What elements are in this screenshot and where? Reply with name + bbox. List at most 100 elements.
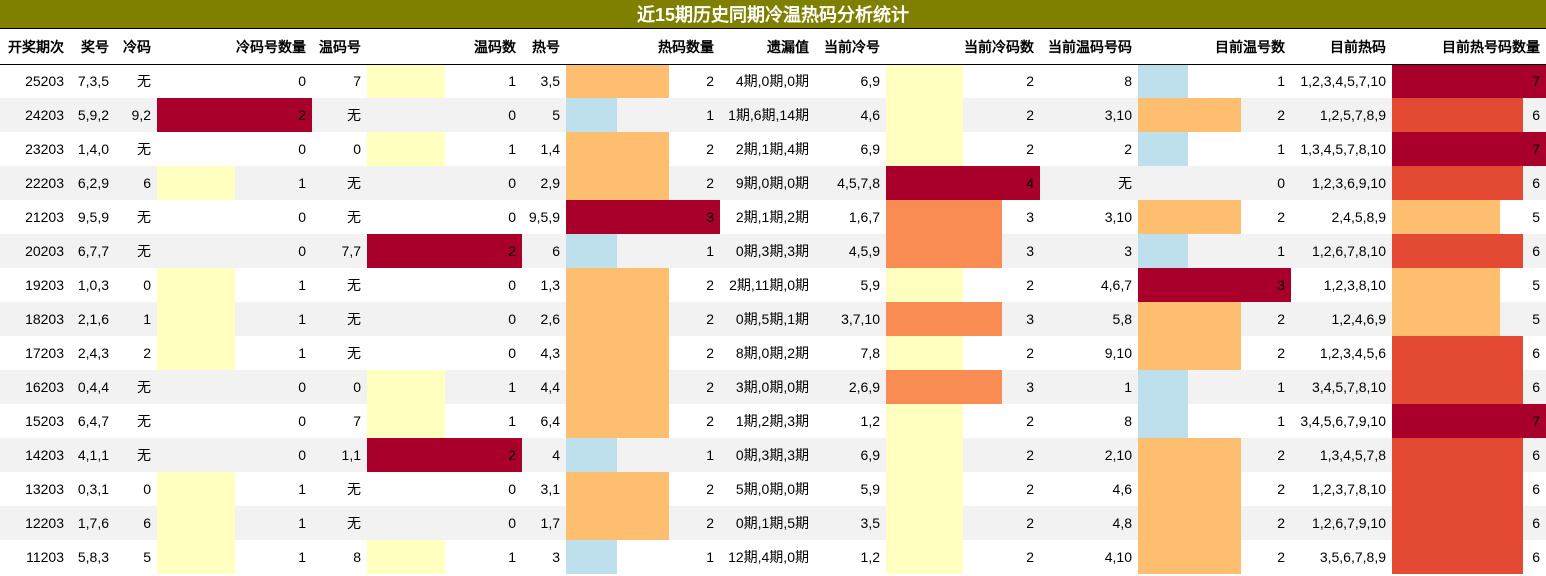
cur-warm-count-cell[interactable]: 2 bbox=[1138, 302, 1291, 336]
warm-count-cell[interactable]: 2 bbox=[367, 234, 522, 268]
missing-cell[interactable]: 1期,2期,3期 bbox=[720, 404, 815, 438]
cur-cold-cell[interactable]: 7,8 bbox=[815, 336, 886, 370]
prize-cell[interactable]: 9,5,9 bbox=[70, 200, 115, 234]
header-warm-count[interactable]: 温码数 bbox=[367, 30, 522, 65]
hot-count-cell[interactable]: 2 bbox=[566, 472, 720, 506]
cold-cell[interactable]: 6 bbox=[115, 166, 157, 200]
cold-count-cell[interactable]: 0 bbox=[157, 404, 312, 438]
warm-cell[interactable]: 无 bbox=[312, 336, 367, 370]
cold-cell[interactable]: 0 bbox=[115, 472, 157, 506]
hot-cell[interactable]: 6,4 bbox=[522, 404, 566, 438]
header-cur-hot[interactable]: 目前热码 bbox=[1291, 30, 1392, 65]
cur-hot-cell[interactable]: 1,3,4,5,7,8 bbox=[1291, 438, 1392, 472]
warm-cell[interactable]: 无 bbox=[312, 200, 367, 234]
cold-count-cell[interactable]: 0 bbox=[157, 438, 312, 472]
cur-warm-cell[interactable]: 4,6 bbox=[1040, 472, 1138, 506]
warm-count-cell[interactable]: 1 bbox=[367, 64, 522, 98]
cur-warm-cell[interactable]: 无 bbox=[1040, 166, 1138, 200]
warm-cell[interactable]: 无 bbox=[312, 268, 367, 302]
prize-cell[interactable]: 2,4,3 bbox=[70, 336, 115, 370]
cold-count-cell[interactable]: 1 bbox=[157, 540, 312, 574]
warm-cell[interactable]: 无 bbox=[312, 506, 367, 540]
cur-warm-cell[interactable]: 8 bbox=[1040, 64, 1138, 98]
cur-hot-cell[interactable]: 1,2,3,4,5,6 bbox=[1291, 336, 1392, 370]
period-cell[interactable]: 23203 bbox=[0, 132, 70, 166]
header-hot[interactable]: 热号 bbox=[522, 30, 566, 65]
cur-cold-cell[interactable]: 5,9 bbox=[815, 268, 886, 302]
hot-cell[interactable]: 2,6 bbox=[522, 302, 566, 336]
cur-hot-cell[interactable]: 1,2,3,7,8,10 bbox=[1291, 472, 1392, 506]
missing-cell[interactable]: 1期,6期,14期 bbox=[720, 98, 815, 132]
cold-count-cell[interactable]: 0 bbox=[157, 64, 312, 98]
cold-count-cell[interactable]: 0 bbox=[157, 200, 312, 234]
missing-cell[interactable]: 4期,0期,0期 bbox=[720, 64, 815, 98]
cur-warm-cell[interactable]: 1 bbox=[1040, 370, 1138, 404]
warm-cell[interactable]: 无 bbox=[312, 166, 367, 200]
cold-count-cell[interactable]: 1 bbox=[157, 302, 312, 336]
cur-cold-cell[interactable]: 5,9 bbox=[815, 472, 886, 506]
warm-count-cell[interactable]: 1 bbox=[367, 132, 522, 166]
cur-hot-count-cell[interactable]: 7 bbox=[1392, 64, 1546, 98]
header-cur-hot-count[interactable]: 目前热号码数量 bbox=[1392, 30, 1546, 65]
cur-cold-count-cell[interactable]: 3 bbox=[886, 370, 1040, 404]
warm-cell[interactable]: 7 bbox=[312, 64, 367, 98]
cur-hot-count-cell[interactable]: 6 bbox=[1392, 370, 1546, 404]
cur-cold-cell[interactable]: 4,5,7,8 bbox=[815, 166, 886, 200]
cold-cell[interactable]: 无 bbox=[115, 234, 157, 268]
warm-cell[interactable]: 0 bbox=[312, 370, 367, 404]
cur-warm-cell[interactable]: 3,10 bbox=[1040, 98, 1138, 132]
missing-cell[interactable]: 2期,1期,4期 bbox=[720, 132, 815, 166]
warm-count-cell[interactable]: 0 bbox=[367, 506, 522, 540]
cur-hot-cell[interactable]: 3,4,5,6,7,9,10 bbox=[1291, 404, 1392, 438]
hot-count-cell[interactable]: 2 bbox=[566, 132, 720, 166]
cur-warm-cell[interactable]: 4,6,7 bbox=[1040, 268, 1138, 302]
prize-cell[interactable]: 0,3,1 bbox=[70, 472, 115, 506]
period-cell[interactable]: 11203 bbox=[0, 540, 70, 574]
cur-cold-cell[interactable]: 6,9 bbox=[815, 64, 886, 98]
cold-count-cell[interactable]: 0 bbox=[157, 234, 312, 268]
cold-cell[interactable]: 无 bbox=[115, 132, 157, 166]
prize-cell[interactable]: 7,3,5 bbox=[70, 64, 115, 98]
period-cell[interactable]: 22203 bbox=[0, 166, 70, 200]
cold-count-cell[interactable]: 2 bbox=[157, 98, 312, 132]
hot-cell[interactable]: 4,4 bbox=[522, 370, 566, 404]
cur-cold-count-cell[interactable]: 2 bbox=[886, 506, 1040, 540]
hot-count-cell[interactable]: 2 bbox=[566, 166, 720, 200]
cur-hot-count-cell[interactable]: 6 bbox=[1392, 336, 1546, 370]
cur-warm-count-cell[interactable]: 2 bbox=[1138, 506, 1291, 540]
warm-count-cell[interactable]: 0 bbox=[367, 200, 522, 234]
cur-warm-count-cell[interactable]: 2 bbox=[1138, 438, 1291, 472]
cur-cold-count-cell[interactable]: 2 bbox=[886, 472, 1040, 506]
hot-cell[interactable]: 5 bbox=[522, 98, 566, 132]
cur-hot-count-cell[interactable]: 7 bbox=[1392, 404, 1546, 438]
cur-warm-cell[interactable]: 3,10 bbox=[1040, 200, 1138, 234]
cur-cold-count-cell[interactable]: 2 bbox=[886, 132, 1040, 166]
prize-cell[interactable]: 1,0,3 bbox=[70, 268, 115, 302]
prize-cell[interactable]: 4,1,1 bbox=[70, 438, 115, 472]
hot-cell[interactable]: 4 bbox=[522, 438, 566, 472]
hot-cell[interactable]: 1,4 bbox=[522, 132, 566, 166]
warm-count-cell[interactable]: 0 bbox=[367, 302, 522, 336]
cur-hot-count-cell[interactable]: 7 bbox=[1392, 132, 1546, 166]
cold-cell[interactable]: 0 bbox=[115, 268, 157, 302]
cur-cold-cell[interactable]: 6,9 bbox=[815, 132, 886, 166]
header-missing[interactable]: 遗漏值 bbox=[720, 30, 815, 65]
header-cold-count[interactable]: 冷码号数量 bbox=[157, 30, 312, 65]
hot-cell[interactable]: 3 bbox=[522, 540, 566, 574]
cold-count-cell[interactable]: 1 bbox=[157, 166, 312, 200]
cur-warm-count-cell[interactable]: 2 bbox=[1138, 200, 1291, 234]
missing-cell[interactable]: 0期,1期,5期 bbox=[720, 506, 815, 540]
cur-cold-cell[interactable]: 1,6,7 bbox=[815, 200, 886, 234]
warm-cell[interactable]: 无 bbox=[312, 98, 367, 132]
header-hot-count[interactable]: 热码数量 bbox=[566, 30, 720, 65]
missing-cell[interactable]: 0期,3期,3期 bbox=[720, 234, 815, 268]
cur-warm-count-cell[interactable]: 1 bbox=[1138, 404, 1291, 438]
missing-cell[interactable]: 2期,11期,0期 bbox=[720, 268, 815, 302]
cur-cold-count-cell[interactable]: 2 bbox=[886, 336, 1040, 370]
period-cell[interactable]: 25203 bbox=[0, 64, 70, 98]
cold-cell[interactable]: 无 bbox=[115, 64, 157, 98]
hot-cell[interactable]: 2,9 bbox=[522, 166, 566, 200]
cur-warm-count-cell[interactable]: 0 bbox=[1138, 166, 1291, 200]
warm-count-cell[interactable]: 1 bbox=[367, 370, 522, 404]
hot-cell[interactable]: 4,3 bbox=[522, 336, 566, 370]
